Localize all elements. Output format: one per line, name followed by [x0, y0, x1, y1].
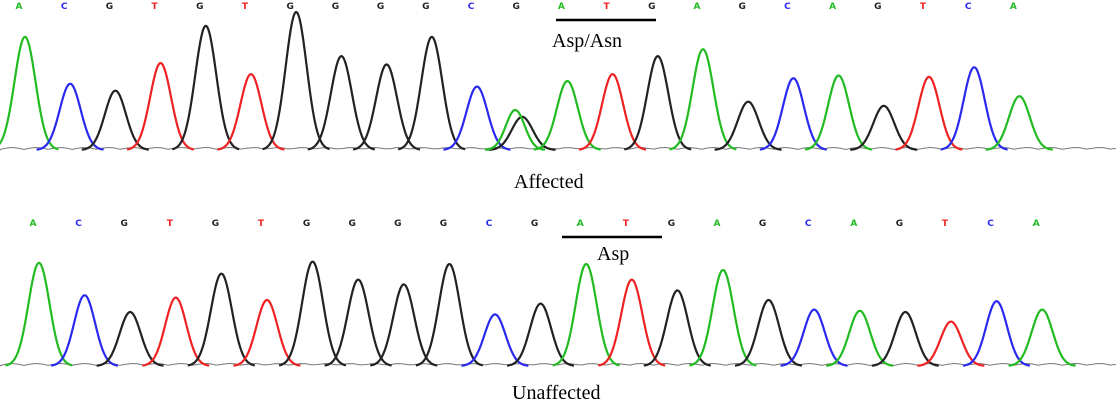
trace-peak: [597, 278, 666, 367]
codon-annotation: Asp: [597, 243, 629, 265]
base-call: T: [604, 2, 611, 12]
base-call: C: [965, 2, 972, 12]
trace-peak: [0, 35, 59, 151]
trace-peak: [5, 261, 73, 367]
base-call: G: [531, 219, 538, 229]
base-call: C: [805, 219, 812, 229]
base-call: A: [1033, 219, 1040, 229]
base-call: G: [759, 219, 766, 229]
panel-unaffected: A C G T G T G G G G C G A T G A G C A G T C A Asp Unaffected: [0, 219, 1117, 404]
trace-peak: [50, 294, 119, 367]
base-call: G: [212, 219, 219, 229]
base-call: C: [61, 2, 68, 12]
base-call: A: [577, 219, 584, 229]
base-call: C: [75, 219, 82, 229]
base-call: T: [152, 2, 159, 12]
base-call: A: [850, 219, 857, 229]
base-call: G: [874, 2, 881, 12]
trace-peak: [171, 24, 240, 151]
base-call: G: [394, 219, 401, 229]
base-call: A: [30, 219, 37, 229]
trace-peak: [962, 300, 1031, 367]
trace-peak: [36, 82, 104, 151]
trace-peak: [552, 262, 620, 367]
trace-peak: [415, 262, 484, 367]
base-call: G: [513, 2, 520, 12]
base-call: G: [303, 219, 310, 229]
trace-peak: [669, 48, 737, 151]
trace-peak: [850, 104, 918, 151]
base-call: G: [896, 219, 903, 229]
panel-caption: Affected: [514, 171, 584, 193]
base-call: A: [714, 219, 721, 229]
base-call: C: [486, 219, 493, 229]
base-call: A: [558, 2, 565, 12]
trace-peak: [759, 77, 827, 151]
base-call: T: [920, 2, 927, 12]
trace-peak: [187, 272, 256, 367]
trace-peak: [324, 278, 392, 367]
base-call: C: [784, 2, 791, 12]
base-call: G: [196, 2, 203, 12]
base-call: T: [167, 219, 174, 229]
panel-caption: Unaffected: [512, 382, 600, 404]
base-call: T: [623, 219, 630, 229]
trace-peak: [940, 66, 1008, 151]
base-call: G: [106, 2, 113, 12]
trace-peak: [804, 74, 873, 151]
base-call: G: [377, 2, 384, 12]
base-call: G: [349, 219, 356, 229]
base-call: G: [121, 219, 128, 229]
trace-peak: [871, 310, 940, 367]
base-call: G: [422, 2, 429, 12]
base-call: A: [829, 2, 836, 12]
base-call: G: [332, 2, 339, 12]
trace-peak: [985, 95, 1054, 151]
trace-peak: [623, 55, 692, 151]
base-call: G: [287, 2, 294, 12]
base-call: T: [942, 219, 949, 229]
trace-peak: [734, 298, 803, 367]
trace-peak: [689, 268, 757, 367]
trace-peak: [262, 10, 330, 151]
base-call: G: [440, 219, 447, 229]
trace-peak: [217, 73, 285, 151]
base-call: G: [739, 2, 746, 12]
base-call: A: [694, 2, 701, 12]
codon-annotation: Asp/Asn: [552, 30, 622, 52]
trace-area: [0, 260, 1117, 367]
base-call: A: [1010, 2, 1017, 12]
trace-peak: [397, 35, 466, 151]
base-call: G: [648, 2, 655, 12]
panel-affected: A C G T G T G G G G C G A T G A G C A G T C A Asp/Asn Affected: [0, 2, 1117, 193]
base-call: C: [468, 2, 475, 12]
base-call: C: [987, 219, 994, 229]
baseline: [0, 146, 1117, 151]
trace-peak: [826, 309, 894, 367]
trace-peak: [1008, 308, 1076, 367]
trace-peak: [443, 85, 511, 151]
base-call: A: [16, 2, 23, 12]
trace-area: [0, 10, 1117, 151]
base-call: G: [668, 219, 675, 229]
trace-peak: [278, 260, 347, 367]
base-call: T: [258, 219, 265, 229]
base-call: T: [242, 2, 249, 12]
trace-peak-secondary: [484, 108, 546, 151]
